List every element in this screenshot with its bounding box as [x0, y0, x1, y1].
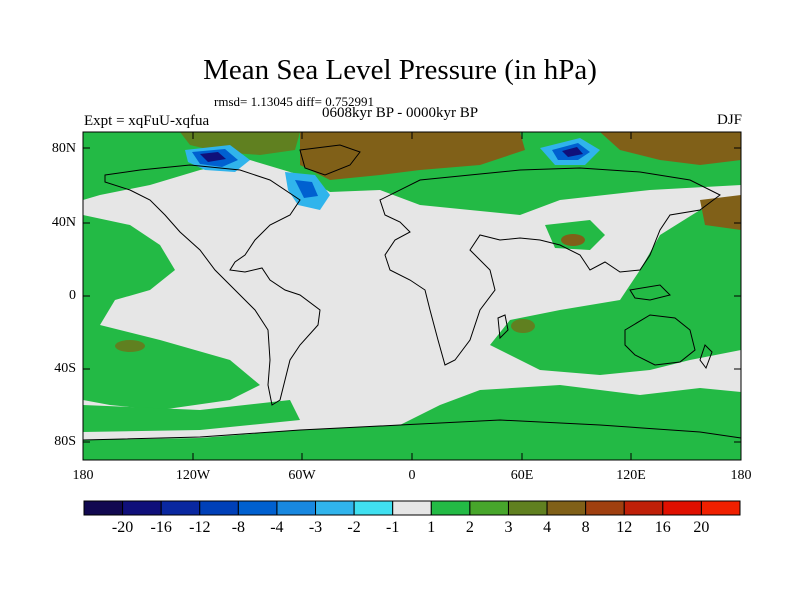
colorbar-box — [353, 500, 394, 516]
colorbar-box — [237, 500, 278, 516]
colorbar-box — [623, 500, 664, 516]
colorbar-label: -8 — [231, 519, 246, 536]
colorbar-label: 3 — [504, 519, 513, 536]
lat-label-80n: 80N — [51, 141, 76, 156]
coastlines — [82, 144, 742, 441]
colorbar-label: 4 — [543, 519, 552, 536]
lat-label-80s: 80S — [54, 434, 76, 449]
pressure-field — [83, 132, 741, 460]
colorbar — [83, 500, 741, 516]
lat-label-0: 0 — [69, 288, 76, 303]
colorbar-label: 2 — [465, 519, 474, 536]
stats-text: rmsd= 1.13045 diff= 0.752991 — [214, 94, 374, 109]
plot-title: Mean Sea Level Pressure (in hPa) — [203, 54, 597, 86]
lon-label-60w: 60W — [288, 468, 316, 483]
colorbar-box — [160, 500, 201, 516]
lon-label-180e: 180 — [730, 468, 752, 483]
lat-label-40n: 40N — [51, 215, 76, 230]
season-label: DJF — [716, 112, 742, 128]
colorbar-box — [430, 500, 471, 516]
colorbar-box — [122, 500, 162, 516]
colorbar-box — [507, 500, 548, 516]
colorbar-box — [700, 500, 741, 516]
colorbar-label: -4 — [270, 519, 284, 536]
colorbar-label: 20 — [693, 519, 710, 536]
colorbar-label: 16 — [654, 519, 671, 536]
colorbar-label: -12 — [189, 519, 211, 536]
colorbar-box — [585, 500, 625, 516]
period-text: 0608kyr BP - 0000kyr BP — [322, 105, 479, 121]
colorbar-label: -16 — [150, 519, 172, 536]
colorbar-box — [469, 500, 509, 516]
lon-label-120w: 120W — [175, 468, 211, 483]
colorbar-box — [662, 500, 702, 516]
colorbar-label: -3 — [308, 519, 323, 536]
colorbar-box — [315, 500, 355, 516]
experiment-label: Expt = xqFuU-xqfua — [84, 113, 210, 129]
colorbar-box — [392, 500, 432, 516]
colorbar-box — [546, 500, 587, 516]
colorbar-label: 8 — [581, 519, 590, 536]
colorbar-box — [276, 500, 317, 516]
colorbar-box — [199, 500, 239, 516]
colorbar-label: -20 — [111, 519, 134, 536]
lon-label-180w: 180 — [72, 468, 94, 483]
lon-label-120e: 120E — [616, 468, 646, 483]
axis-ticks — [83, 132, 741, 460]
colorbar-label: -1 — [386, 519, 400, 536]
colorbar-label: 1 — [427, 519, 436, 536]
lon-label-0: 0 — [408, 468, 416, 483]
colorbar-box — [83, 500, 124, 516]
colorbar-label: 12 — [616, 519, 633, 536]
colorbar-label: -2 — [347, 519, 361, 536]
lon-label-60e: 60E — [510, 468, 534, 483]
lat-label-40s: 40S — [54, 361, 76, 376]
